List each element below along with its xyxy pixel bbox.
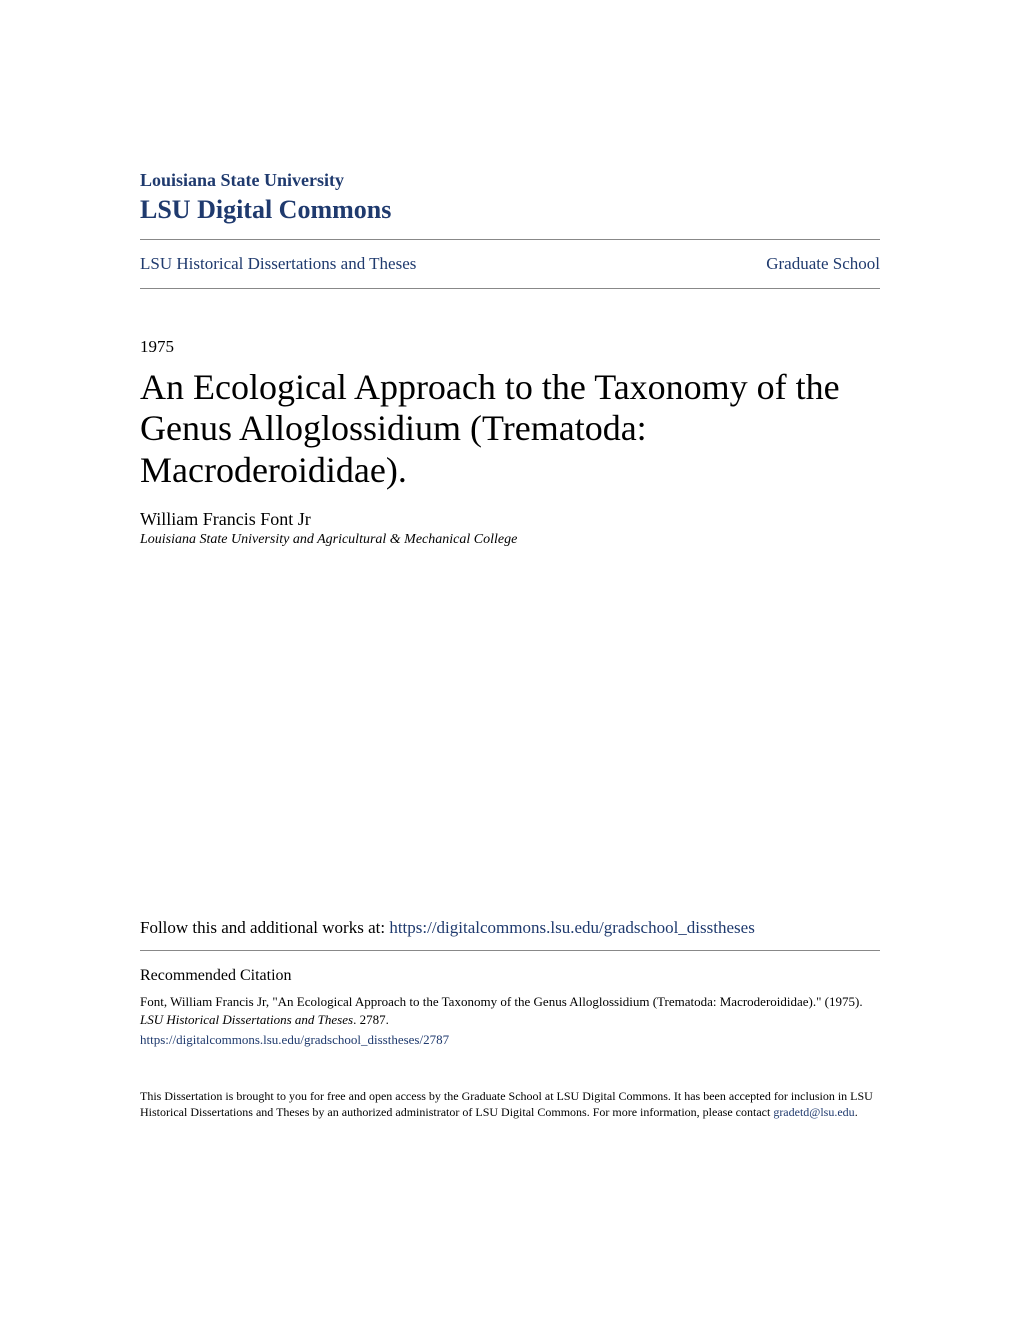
citation-suffix: . 2787. [353,1012,389,1027]
footer-statement: This Dissertation is brought to you for … [140,1088,880,1122]
follow-label: Follow this and additional works at: [140,918,389,937]
footer-email-link[interactable]: gradetd@lsu.edu [773,1105,854,1119]
collection-link[interactable]: LSU Historical Dissertations and Theses [140,254,416,274]
institution-name: Louisiana State University [140,170,880,191]
citation-prefix: Font, William Francis Jr, "An Ecological… [140,994,863,1009]
follow-section: Follow this and additional works at: htt… [140,918,880,950]
citation-text: Font, William Francis Jr, "An Ecological… [140,993,880,1029]
divider-bottom [140,288,880,289]
citation-series: LSU Historical Dissertations and Theses [140,1012,353,1027]
publication-year: 1975 [140,337,880,357]
citation-section: Recommended Citation Font, William Franc… [140,951,880,1047]
citation-heading: Recommended Citation [140,967,880,985]
repository-name[interactable]: LSU Digital Commons [140,195,880,225]
author-affiliation: Louisiana State University and Agricultu… [140,532,880,548]
footer-suffix: . [855,1105,858,1119]
citation-url[interactable]: https://digitalcommons.lsu.edu/gradschoo… [140,1032,880,1048]
author-name: William Francis Font Jr [140,509,880,530]
breadcrumb: LSU Historical Dissertations and Theses … [140,240,880,288]
document-title: An Ecological Approach to the Taxonomy o… [140,367,880,491]
footer-body: This Dissertation is brought to you for … [140,1089,873,1120]
school-link[interactable]: Graduate School [766,254,880,274]
follow-link[interactable]: https://digitalcommons.lsu.edu/gradschoo… [389,918,754,937]
